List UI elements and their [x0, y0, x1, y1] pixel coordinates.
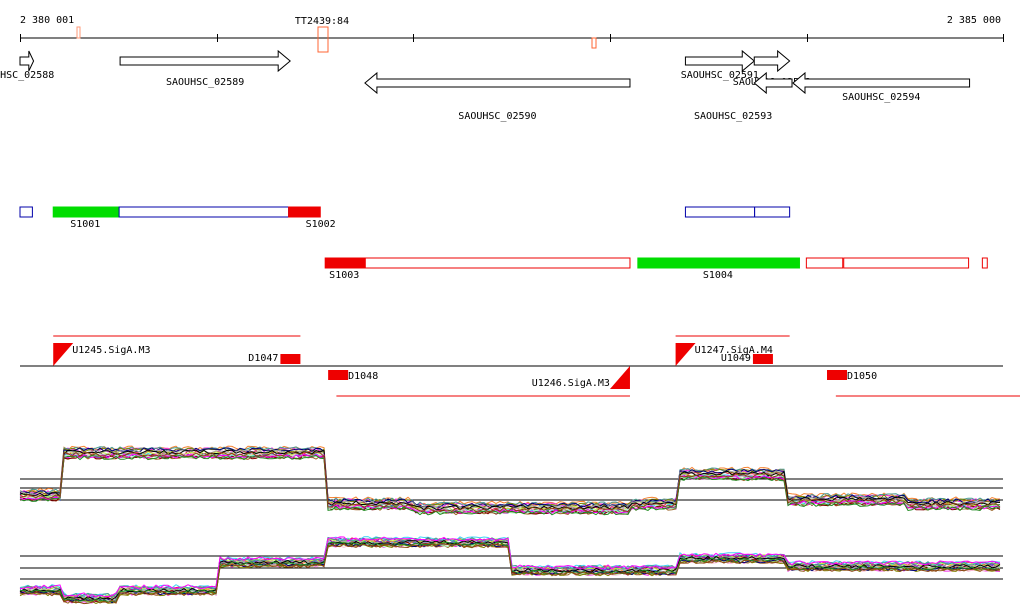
forward-segment [118, 206, 290, 218]
forward-segment [19, 206, 33, 218]
expression-profile-line [19, 451, 1001, 513]
forward-segment [754, 206, 791, 218]
ruler-start-label: 2 380 001 [20, 15, 74, 26]
terminator-marker [827, 370, 848, 380]
reverse-segment [981, 257, 988, 269]
gene-label: SAOUHSC_02589 [166, 77, 244, 88]
reverse-segment [637, 257, 800, 269]
forward-segment-label: S1001 [70, 219, 100, 230]
forward-segment-label: S1002 [306, 219, 336, 230]
terminator-marker [280, 354, 301, 364]
gene-arrow [684, 49, 756, 73]
expression-profile-line [19, 454, 1001, 516]
ruler-end-label: 2 385 000 [947, 15, 1001, 26]
promoter-flag [53, 343, 74, 366]
expression-track-forward [19, 445, 1003, 516]
expression-profile-line [19, 449, 1001, 511]
promoter-flag [675, 343, 696, 366]
gene-label: SAOUHSC_02591 [681, 70, 759, 81]
gene-label: SAOUHSC_02593 [694, 111, 772, 122]
reverse-segment [805, 257, 844, 269]
gene-label: SAOUHSC_02588 [0, 70, 54, 81]
reverse-segment-label: S1004 [703, 270, 733, 281]
gene-arrow [119, 49, 291, 73]
forward-segment [684, 206, 756, 218]
terminator-label: U1049 [721, 353, 751, 364]
ruler-marker-box[interactable] [317, 26, 329, 53]
terminator-marker [328, 370, 349, 380]
ruler-marker-small[interactable] [591, 37, 597, 49]
coordinate-ruler: 2 380 001 2 385 000 TT2439:84 [20, 15, 1004, 53]
forward-segment [288, 206, 321, 218]
gene-arrow [753, 71, 793, 95]
expression-profile-line [19, 543, 1001, 605]
expression-profile-line [19, 536, 1001, 598]
terminator-label: D1048 [348, 371, 378, 382]
terminator-label: D1050 [847, 371, 877, 382]
promoter-label: U1245.SigA.M3 [72, 345, 150, 356]
gene-arrow [19, 50, 35, 72]
gene-arrow [792, 71, 971, 95]
ruler-ticks [20, 34, 1004, 42]
promoter-terminator-track: U1245.SigA.M3 U1246.SigA.M3 U1247.SigA.M4 D… [20, 335, 1020, 397]
forward-segment [52, 206, 120, 218]
gene-label: SAOUHSC_02594 [842, 92, 920, 103]
expression-track-reverse [19, 536, 1003, 605]
gene-annotation-track: SAOUHSC_02588 SAOUHSC_02589 SAOUHSC_02590 S… [0, 49, 971, 122]
reverse-segment [364, 257, 631, 269]
promoter-label: U1247.SigA.M4 [695, 345, 773, 356]
reverse-segment [843, 257, 970, 269]
reverse-segment-track: S1003 S1004 [324, 257, 988, 281]
reverse-segment [324, 257, 366, 269]
ruler-marker-label: TT2439:84 [295, 16, 349, 27]
promoter-features: U1245.SigA.M3 U1246.SigA.M3 U1247.SigA.M4 D… [53, 335, 1020, 397]
terminator-marker [752, 354, 773, 364]
forward-segment-track: S1001 S1002 [19, 206, 791, 230]
promoter-flag [609, 366, 630, 389]
promoter-label: U1246.SigA.M3 [532, 378, 610, 389]
terminator-label: D1047 [248, 353, 278, 364]
reverse-segment-label: S1003 [329, 270, 359, 281]
gene-arrow [753, 49, 791, 73]
ruler-marker-small[interactable] [76, 26, 81, 39]
gene-label: SAOUHSC_02590 [458, 111, 536, 122]
gene-arrow [364, 71, 631, 95]
